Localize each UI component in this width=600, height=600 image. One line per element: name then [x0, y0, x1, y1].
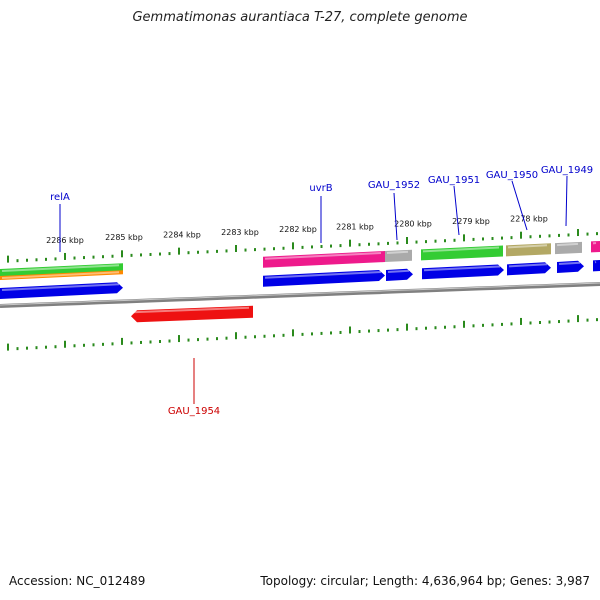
gene-label[interactable]: uvrB: [309, 183, 332, 194]
gene-gau1950[interactable]: [507, 262, 551, 276]
gene-body: [421, 245, 503, 261]
gene-body: [422, 264, 504, 280]
gene-gau1954[interactable]: [131, 305, 253, 323]
page-title: Gemmatimonas aurantiaca T-27, complete g…: [132, 10, 468, 25]
gene-gau1952-cog[interactable]: [385, 249, 412, 263]
gene-label[interactable]: GAU_1949: [541, 165, 593, 176]
accession-label: Accession: NC_012489: [9, 574, 146, 588]
gene-body: [0, 282, 123, 299]
gene-gau1949[interactable]: [557, 260, 584, 274]
gene-body: [557, 260, 584, 274]
topology-info: Topology: circular; Length: 4,636,964 bp…: [260, 574, 590, 588]
gene-next[interactable]: [593, 260, 600, 272]
gene-shine: [508, 263, 548, 268]
gene-uvrb[interactable]: [263, 270, 385, 287]
gene-rela-cog-2[interactable]: [0, 270, 123, 280]
scale-label: 2283 kbp: [221, 228, 259, 237]
gene-shine: [422, 246, 500, 253]
gene-gau1950-cog[interactable]: [506, 243, 551, 257]
gene-shine: [1, 283, 120, 291]
gene-body: [386, 268, 413, 281]
scale-label: 2284 kbp: [163, 231, 201, 240]
gene-label[interactable]: GAU_1951: [428, 175, 480, 186]
gene-shine: [423, 265, 501, 272]
scale-labels: 2286 kbp 2285 kbp 2284 kbp 2283 kbp 2282 kbp…: [46, 214, 548, 245]
gene-shine: [387, 269, 410, 273]
gene-gau1951[interactable]: [422, 264, 504, 280]
tick-track-forward: [7, 229, 598, 263]
gene-body: [506, 243, 551, 257]
gene-gau1951-cog[interactable]: [421, 245, 503, 261]
gene-shine: [556, 242, 579, 247]
gene-label[interactable]: GAU_1954: [168, 406, 220, 417]
gene-shine: [507, 244, 548, 249]
gene-body: [591, 241, 600, 253]
gene-rela[interactable]: [0, 282, 123, 299]
gene-body: [131, 305, 253, 323]
gene-shine: [386, 250, 409, 255]
gene-shine: [1, 264, 120, 272]
gene-label-leader: [393, 192, 398, 241]
scale-label: 2280 kbp: [394, 220, 432, 229]
gene-body: [263, 251, 385, 268]
gene-next-cog[interactable]: [591, 241, 600, 253]
backbone-line: [0, 282, 600, 308]
scale-label: 2278 kbp: [510, 214, 548, 223]
gene-label[interactable]: GAU_1950: [486, 170, 538, 181]
gene-body: [507, 262, 551, 276]
gene-shine: [558, 261, 581, 266]
tick-track-reverse: [7, 315, 598, 351]
gene-gau1949-cog[interactable]: [555, 241, 582, 255]
gene-rela-cog[interactable]: [0, 263, 123, 278]
gene-body: [593, 260, 600, 272]
gene-body: [555, 241, 582, 255]
gene-label[interactable]: relA: [50, 192, 70, 203]
gene-gau1952[interactable]: [386, 268, 413, 281]
gene-label-leader: [453, 185, 460, 236]
gene-label-leader: [511, 180, 528, 231]
gene-shine: [264, 271, 382, 279]
gene-body: [0, 263, 123, 278]
gene-body: [0, 270, 123, 280]
scale-label: 2286 kbp: [46, 236, 84, 245]
scale-label: 2282 kbp: [279, 225, 317, 234]
genome-backbone: [0, 282, 600, 308]
scale-label: 2279 kbp: [452, 217, 490, 226]
gene-label-leader: [565, 175, 568, 227]
scale-label: 2285 kbp: [105, 233, 143, 242]
scale-label: 2281 kbp: [336, 222, 374, 231]
gene-uvrb-cog[interactable]: [263, 251, 385, 268]
gene-shine: [1, 271, 120, 279]
backbone-highlight: [0, 282, 600, 306]
gene-shine: [132, 306, 250, 314]
gene-body: [263, 270, 385, 287]
gene-shine: [264, 252, 382, 260]
gene-features[interactable]: [0, 241, 600, 323]
gene-body: [385, 249, 412, 263]
gene-label[interactable]: GAU_1952: [368, 180, 420, 191]
gene-labels[interactable]: relA uvrB GAU_1952 GAU_1951 GAU_1950 GAU_1949…: [50, 165, 593, 417]
